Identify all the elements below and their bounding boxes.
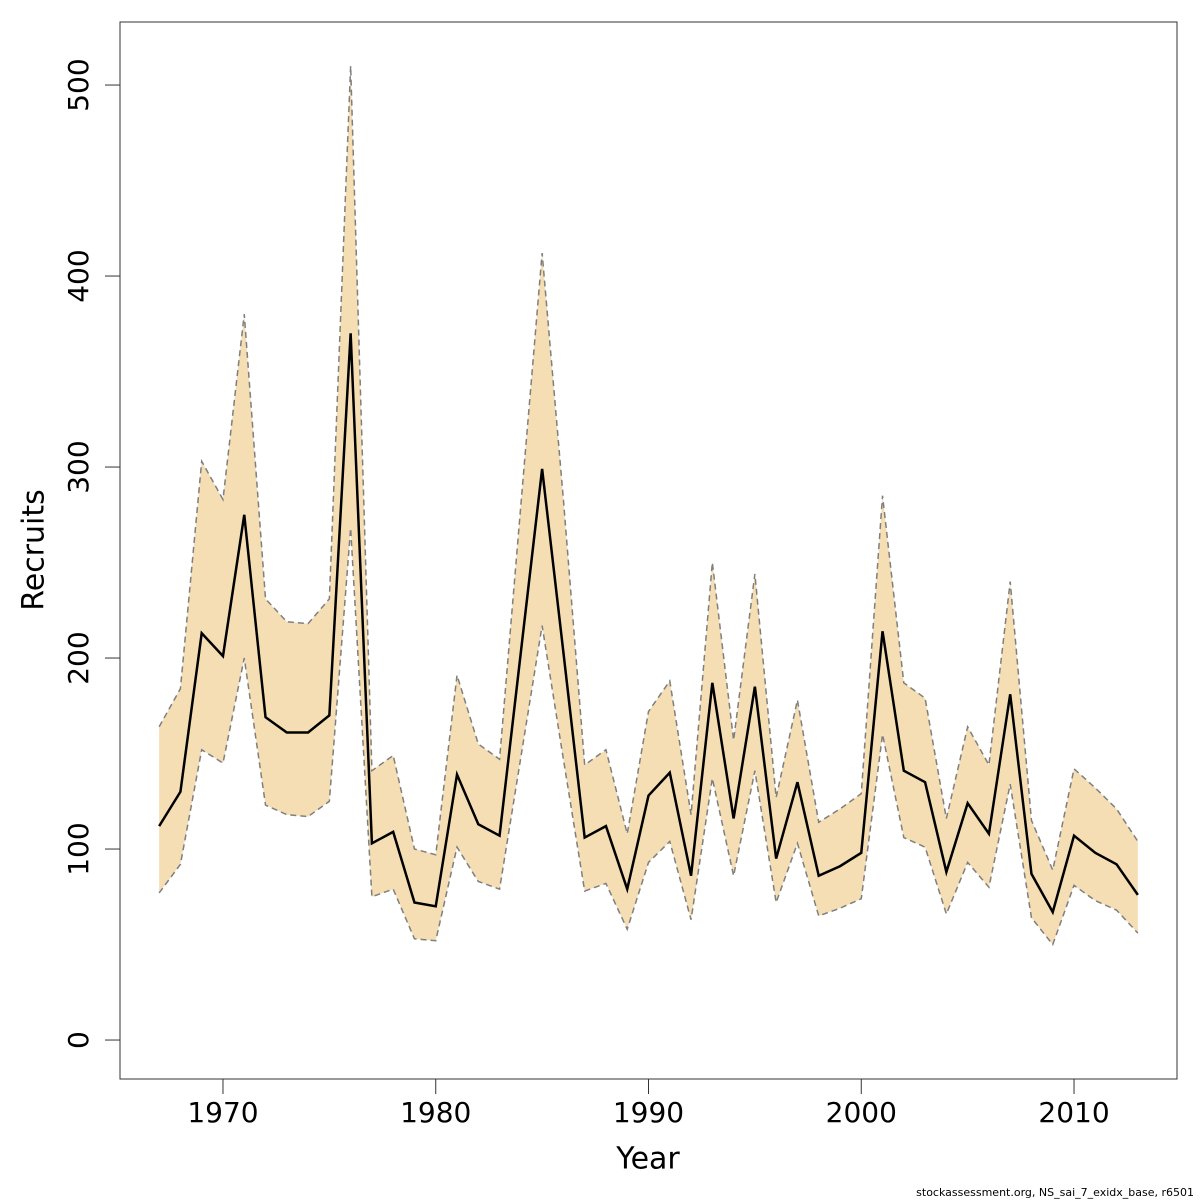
x-tick-label: 1980: [400, 1096, 471, 1129]
y-tick-label: 500: [62, 58, 95, 111]
y-tick-label: 300: [62, 440, 95, 493]
y-tick-label: 400: [62, 249, 95, 302]
lower-bound: [158, 528, 1139, 947]
x-tick-label: 1970: [187, 1096, 258, 1129]
x-tick-label: 2000: [826, 1096, 897, 1129]
x-axis-label: Year: [615, 1142, 680, 1177]
y-axis-label: Recruits: [17, 489, 52, 611]
confidence-band: [159, 65, 1138, 945]
y-tick-label: 0: [62, 1031, 95, 1049]
y-tick-label: 100: [62, 822, 95, 875]
plot-box: [119, 21, 1178, 1080]
y-tick-label: 200: [62, 631, 95, 684]
x-tick-label: 1990: [613, 1096, 684, 1129]
footnote: stockassessment.org, NS_sai_7_exidx_base…: [916, 1186, 1194, 1199]
upper-bound: [158, 65, 1139, 873]
estimate-line: [158, 333, 1139, 916]
x-tick-label: 2010: [1038, 1096, 1109, 1129]
